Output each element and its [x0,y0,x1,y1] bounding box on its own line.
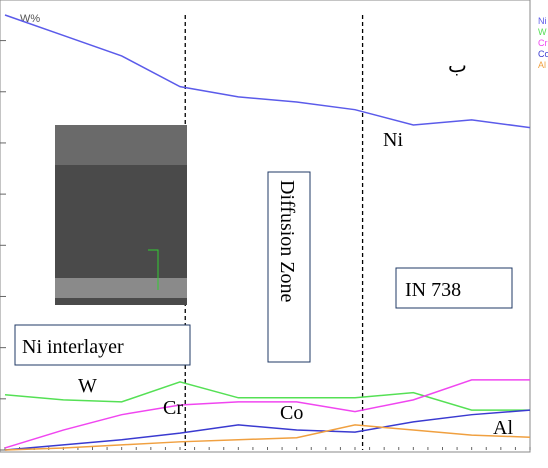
annotation: ب [448,55,467,77]
annotation: IN 738 [405,279,461,301]
legend-label: Ni [538,16,547,26]
legend-label: W [538,27,547,37]
interlayer-box [14,324,191,366]
sem-layer [55,278,187,298]
base-box [395,267,513,309]
series-line [4,379,530,449]
annotation: Co [280,402,303,424]
sem-layer [55,125,187,165]
annotation: Ni [383,129,403,151]
series-line [4,409,531,451]
legend-label: Al [538,60,546,70]
annotation: Diffusion Zone [276,180,298,303]
annotation: Cr [163,397,183,419]
plot-frame [0,0,531,453]
series-line [4,424,531,451]
annotation: Al [493,417,513,439]
annotation: Ni interlayer [22,336,124,358]
legend-label: Co [538,49,548,59]
series-line [4,14,531,129]
legend-label: Cr [538,38,548,48]
zone-box [267,171,311,363]
series-line [4,381,530,411]
sem-scan [148,249,159,290]
annotation: W [78,375,97,397]
